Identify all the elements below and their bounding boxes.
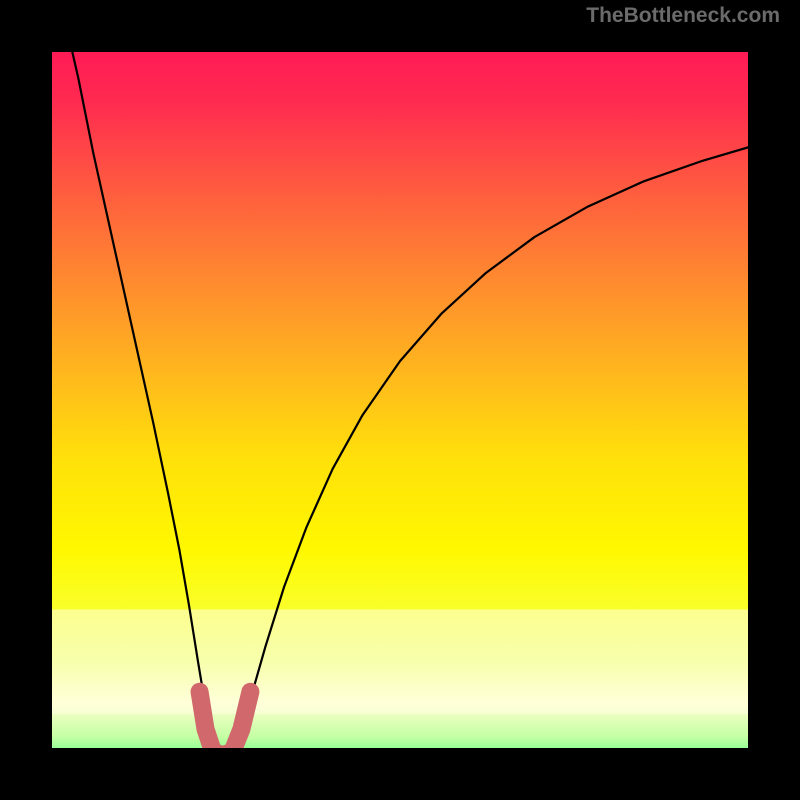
highlight-band bbox=[26, 609, 774, 714]
bottleneck-chart: TheBottleneck.com bbox=[0, 0, 800, 800]
watermark: TheBottleneck.com bbox=[586, 4, 780, 27]
chart-svg: TheBottleneck.com bbox=[0, 0, 800, 800]
